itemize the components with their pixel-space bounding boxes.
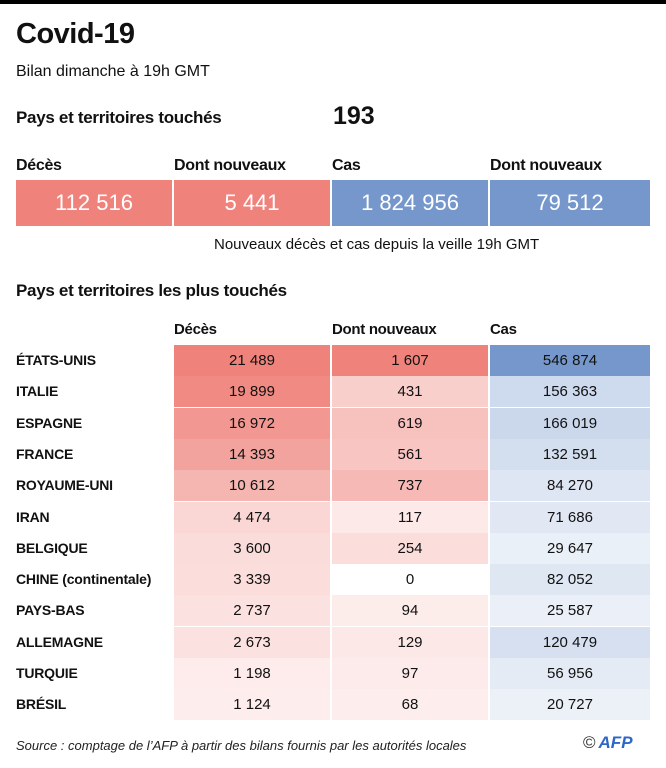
table-row: IRAN 4 474 117 71 686 <box>0 501 666 534</box>
cell-nouveaux: 68 <box>332 689 488 721</box>
cell-deces: 2 737 <box>174 595 330 627</box>
cell-cas: 29 647 <box>490 532 650 564</box>
col-header-new-deaths: Dont nouveaux <box>332 321 437 338</box>
summary-note: Nouveaux décès et cas depuis la veille 1… <box>214 236 540 253</box>
cell-deces: 21 489 <box>174 345 330 376</box>
cell-nouveaux: 97 <box>332 658 488 689</box>
page-title: Covid-19 <box>16 18 135 50</box>
table-row: ESPAGNE 16 972 619 166 019 <box>0 407 666 440</box>
summary-deaths-box: 112 516 <box>16 180 172 226</box>
cell-nouveaux: 129 <box>332 626 488 658</box>
cell-deces: 14 393 <box>174 438 330 470</box>
cell-deces: 1 124 <box>174 689 330 721</box>
countries-label: Pays et territoires touchés <box>16 108 222 127</box>
cell-nouveaux: 431 <box>332 376 488 408</box>
country-name: ROYAUME-UNI <box>16 477 113 494</box>
table-row: BELGIQUE 3 600 254 29 647 <box>0 532 666 565</box>
cell-deces: 10 612 <box>174 470 330 502</box>
summary-cases-box: 1 824 956 <box>332 180 488 226</box>
afp-logo-text: AFP <box>598 733 633 752</box>
country-name: ITALIE <box>16 383 59 400</box>
cell-deces: 16 972 <box>174 407 330 439</box>
table-row: TURQUIE 1 198 97 56 956 <box>0 658 666 690</box>
cell-cas: 546 874 <box>490 345 650 376</box>
subtitle: Bilan dimanche à 19h GMT <box>16 63 210 80</box>
country-name: BRÉSIL <box>16 696 67 713</box>
cell-nouveaux: 0 <box>332 564 488 596</box>
source-note: Source : comptage de l’AFP à partir des … <box>16 738 467 753</box>
country-name: BELGIQUE <box>16 539 88 556</box>
country-name: PAYS-BAS <box>16 602 85 619</box>
cell-cas: 84 270 <box>490 470 650 502</box>
country-name: ESPAGNE <box>16 414 83 431</box>
countries-value: 193 <box>333 102 375 130</box>
table-row: FRANCE 14 393 561 132 591 <box>0 438 666 471</box>
cell-nouveaux: 1 607 <box>332 345 488 376</box>
summary-new-deaths-box: 5 441 <box>174 180 330 226</box>
cell-deces: 3 339 <box>174 564 330 596</box>
cell-nouveaux: 254 <box>332 532 488 564</box>
col-header-cas: Cas <box>490 321 517 338</box>
country-name: CHINE (continentale) <box>16 571 152 588</box>
cell-nouveaux: 117 <box>332 501 488 533</box>
country-name: ALLEMAGNE <box>16 633 103 650</box>
cell-nouveaux: 737 <box>332 470 488 502</box>
summary-header-cas: Cas <box>332 157 361 174</box>
summary-header-deces: Décès <box>16 157 62 174</box>
cell-cas: 20 727 <box>490 689 650 721</box>
cell-deces: 2 673 <box>174 626 330 658</box>
cell-cas: 25 587 <box>490 595 650 627</box>
cell-deces: 3 600 <box>174 532 330 564</box>
table-row: ALLEMAGNE 2 673 129 120 479 <box>0 626 666 659</box>
cell-deces: 19 899 <box>174 376 330 408</box>
summary-new-cases-box: 79 512 <box>490 180 650 226</box>
section-title: Pays et territoires les plus touchés <box>16 281 287 300</box>
table-row: CHINE (continentale) 3 339 0 82 052 <box>0 564 666 596</box>
table-row: ROYAUME-UNI 10 612 737 84 270 <box>0 470 666 502</box>
cell-cas: 71 686 <box>490 501 650 533</box>
country-name: FRANCE <box>16 445 74 462</box>
summary-header-new-cases: Dont nouveaux <box>490 157 602 174</box>
cell-deces: 4 474 <box>174 501 330 533</box>
cell-cas: 132 591 <box>490 438 650 470</box>
table-row: PAYS-BAS 2 737 94 25 587 <box>0 595 666 627</box>
table-row: ITALIE 19 899 431 156 363 <box>0 376 666 408</box>
cell-cas: 166 019 <box>490 407 650 439</box>
cell-cas: 120 479 <box>490 626 650 658</box>
country-name: IRAN <box>16 508 50 525</box>
country-name: TURQUIE <box>16 665 78 681</box>
afp-logo: © AFP <box>583 733 633 753</box>
country-name: ÉTATS-UNIS <box>16 352 96 368</box>
summary-header-new-deaths: Dont nouveaux <box>174 157 286 174</box>
cell-cas: 56 956 <box>490 658 650 689</box>
cell-nouveaux: 561 <box>332 438 488 470</box>
table-row: ÉTATS-UNIS 21 489 1 607 546 874 <box>0 345 666 377</box>
cell-deces: 1 198 <box>174 658 330 689</box>
cell-nouveaux: 619 <box>332 407 488 439</box>
copyright-icon: © <box>583 733 596 752</box>
cell-nouveaux: 94 <box>332 595 488 627</box>
cell-cas: 82 052 <box>490 564 650 596</box>
table-row: BRÉSIL 1 124 68 20 727 <box>0 689 666 721</box>
cell-cas: 156 363 <box>490 376 650 408</box>
top-bar <box>0 0 666 4</box>
col-header-deces: Décès <box>174 321 217 338</box>
